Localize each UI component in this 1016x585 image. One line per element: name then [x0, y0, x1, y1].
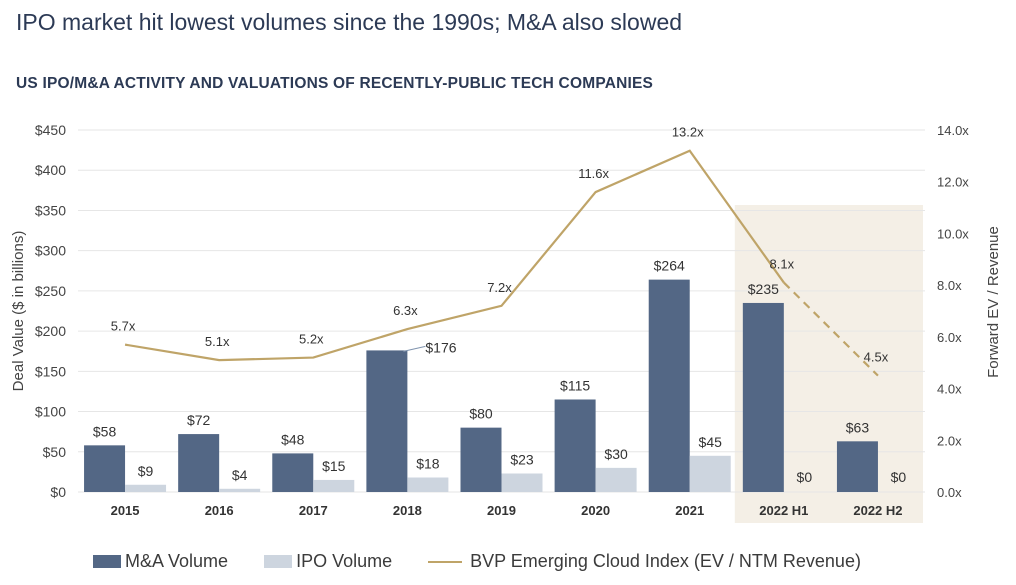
bar-ipo-2021 [689, 455, 731, 492]
bar-ma-2019 [460, 427, 502, 492]
bar-ma-2016 [178, 434, 220, 492]
legend-swatch-ma [93, 555, 121, 568]
y2-tick-label: 8.0x [937, 278, 962, 293]
legend-item-index: BVP Emerging Cloud Index (EV / NTM Reven… [428, 551, 861, 572]
y-tick-label: $0 [50, 484, 66, 500]
data-label-ipo: $23 [510, 451, 534, 467]
data-label-index: 5.7x [111, 319, 136, 334]
legend-swatch-index [428, 560, 463, 563]
bar-ma-2015 [84, 445, 126, 492]
combo-chart: $58 $9 $72 $4 $48 $15 $176 $18 $80 $23 $115 $30 $264… [10, 122, 1002, 523]
x-tick-label: 2015 [111, 503, 140, 518]
bar-ma-2021 [648, 279, 690, 492]
data-label-index: 6.3x [393, 303, 418, 318]
x-tick-label: 2021 [675, 503, 704, 518]
data-label-index: 5.2x [299, 332, 324, 347]
legend-label-index: BVP Emerging Cloud Index (EV / NTM Reven… [470, 551, 861, 571]
bar-ipo-2020 [595, 467, 637, 492]
chart-title: IPO market hit lowest volumes since the … [16, 9, 683, 35]
x-tick-label: 2022 H2 [853, 503, 902, 518]
bar-ma-2022-h1 [742, 302, 784, 492]
data-label-ma: $176 [425, 339, 456, 355]
data-label-ma: $80 [469, 406, 493, 422]
data-label-ipo: $18 [416, 456, 440, 472]
data-label-index: 7.2x [487, 280, 512, 295]
leader-line-ma-2018 [403, 345, 426, 352]
y2-axis-title: Forward EV / Revenue [985, 226, 1002, 378]
y-tick-label: $250 [35, 283, 66, 299]
data-label-index: 4.5x [864, 350, 889, 365]
x-tick-label: 2018 [393, 503, 422, 518]
y2-tick-label: 12.0x [937, 175, 969, 190]
y-tick-label: $50 [43, 444, 67, 460]
x-tick-label: 2016 [205, 503, 234, 518]
x-tick-label: 2022 H1 [759, 503, 808, 518]
y2-tick-label: 4.0x [937, 382, 962, 397]
data-label-index: 5.1x [205, 334, 230, 349]
legend-item-ipo: IPO Volume [264, 551, 392, 572]
bar-ma-2017 [272, 453, 314, 492]
data-label-ma: $72 [187, 412, 211, 428]
legend-item-ma: M&A Volume [93, 551, 228, 572]
bar-ipo-2019 [501, 473, 543, 492]
y-tick-label: $100 [35, 404, 66, 420]
y2-tick-label: 10.0x [937, 226, 969, 241]
legend-label-ipo: IPO Volume [296, 551, 393, 571]
y2-tick-label: 2.0x [937, 433, 962, 448]
y2-tick-label: 14.0x [937, 123, 969, 138]
x-tick-label: 2020 [581, 503, 610, 518]
y-tick-label: $400 [35, 162, 66, 178]
bar-ma-2018 [366, 350, 408, 492]
line-series-index [124, 149, 785, 362]
bar-ma-2022-h2 [836, 441, 878, 492]
data-label-index: 13.2x [672, 125, 704, 140]
legend-label-ma: M&A Volume [125, 551, 229, 571]
data-label-index: 8.1x [770, 257, 795, 272]
data-label-ipo: $4 [232, 467, 248, 483]
chart-legend: M&A Volume IPO Volume BVP Emerging Cloud… [93, 551, 897, 572]
data-label-ipo: $0 [891, 469, 907, 485]
bar-ipo-2016 [219, 488, 261, 492]
y2-tick-label: 0.0x [937, 485, 962, 500]
y-tick-label: $150 [35, 363, 66, 379]
y-tick-label: $350 [35, 202, 66, 218]
bar-ipo-2015 [125, 484, 167, 492]
data-label-ma: $115 [560, 377, 590, 393]
data-label-ma: $264 [654, 258, 685, 274]
data-label-index: 11.6x [578, 166, 609, 181]
bar-ma-2020 [554, 399, 596, 492]
y-axis-title: Deal Value ($ in billions) [10, 231, 27, 392]
data-label-ma: $58 [93, 423, 117, 439]
data-label-ma: $235 [748, 281, 779, 297]
bar-ipo-2017 [313, 479, 355, 492]
data-label-ipo: $30 [604, 446, 628, 462]
y-tick-label: $450 [35, 122, 66, 138]
y-tick-label: $200 [35, 323, 66, 339]
x-tick-label: 2019 [487, 503, 516, 518]
data-label-ma: $48 [281, 431, 305, 447]
x-tick-label: 2017 [299, 503, 328, 518]
data-label-ipo: $0 [797, 469, 813, 485]
y-tick-label: $300 [35, 243, 66, 259]
chart-subtitle: US IPO/M&A ACTIVITY AND VALUATIONS OF RE… [16, 75, 654, 92]
legend-swatch-ipo [264, 555, 293, 568]
data-label-ma: $63 [846, 419, 870, 435]
data-label-ipo: $9 [138, 463, 154, 479]
data-label-ipo: $45 [699, 434, 723, 450]
bar-ipo-2018 [407, 477, 449, 492]
data-label-ipo: $15 [322, 458, 346, 474]
y2-tick-label: 6.0x [937, 330, 962, 345]
